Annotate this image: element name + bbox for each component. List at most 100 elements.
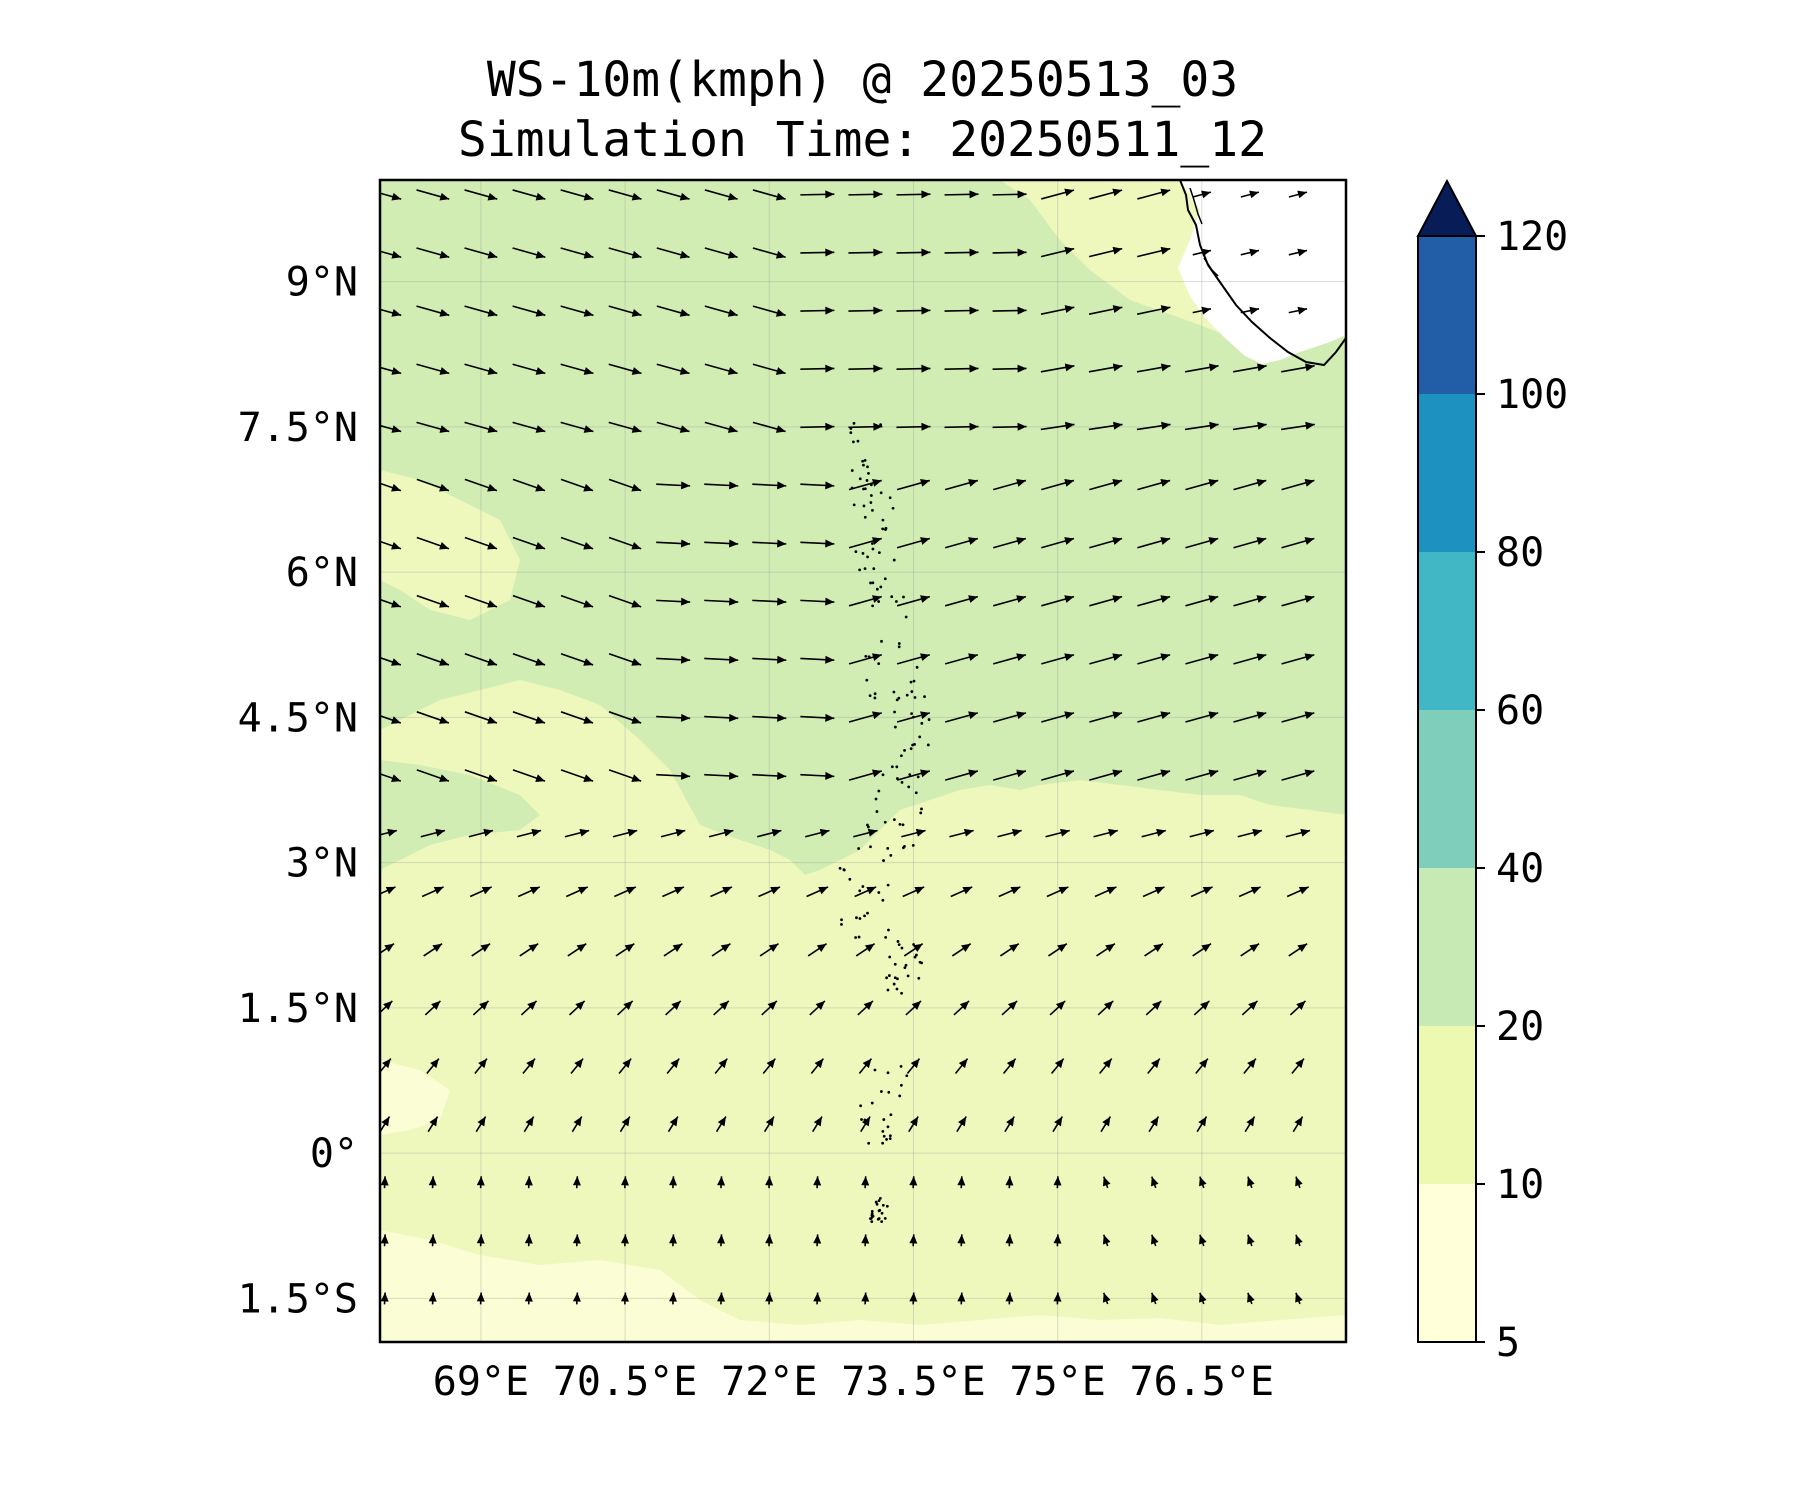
wind-arrow xyxy=(800,539,835,548)
atoll-dot xyxy=(852,503,856,507)
wind-arrow xyxy=(524,1176,533,1189)
wind-arrow xyxy=(663,943,683,957)
wind-arrow xyxy=(704,539,739,548)
atoll-dot xyxy=(888,1137,892,1141)
wind-arrow xyxy=(1052,1116,1063,1133)
wind-arrow xyxy=(896,364,931,373)
wind-arrow xyxy=(656,305,690,317)
wind-arrow xyxy=(1005,1234,1014,1247)
wind-arrow xyxy=(1053,1176,1062,1189)
wind-arrow xyxy=(1281,363,1315,373)
atoll-dot xyxy=(869,501,873,504)
wind-arrow xyxy=(380,1234,389,1247)
wind-arrow xyxy=(704,713,739,722)
wind-arrow xyxy=(1100,1116,1112,1133)
wind-vectors xyxy=(380,188,1315,1305)
wind-arrow xyxy=(848,422,883,431)
wind-arrow xyxy=(1190,886,1213,898)
atoll-dot xyxy=(881,1203,885,1207)
wind-arrow xyxy=(1233,537,1267,549)
wind-arrow xyxy=(954,1058,969,1074)
wind-arrow xyxy=(380,598,402,608)
atoll-dot xyxy=(893,976,897,980)
atoll-dot xyxy=(913,696,917,699)
wind-arrow xyxy=(992,653,1027,665)
wind-arrow xyxy=(704,305,738,317)
wind-arrow xyxy=(762,1058,776,1074)
wind-arrow xyxy=(380,192,402,201)
wind-arrow xyxy=(848,537,882,549)
wind-arrow xyxy=(909,1292,918,1305)
wind-arrow xyxy=(1233,711,1267,723)
wind-arrow xyxy=(1096,943,1116,957)
colorbar-segment xyxy=(1418,552,1476,710)
atoll-dot xyxy=(881,1129,885,1133)
atoll-dot xyxy=(857,935,861,939)
wind-arrow xyxy=(896,479,931,491)
wind-arrow xyxy=(656,771,691,780)
atoll-dot xyxy=(920,807,923,811)
wind-arrow xyxy=(1233,769,1267,781)
atoll-dot xyxy=(850,469,854,472)
atoll-dot xyxy=(897,645,901,649)
wind-arrow xyxy=(763,1116,775,1133)
colorbar-segment xyxy=(1418,236,1476,394)
wind-arrow xyxy=(896,711,931,723)
wind-arrow xyxy=(861,1234,870,1247)
atoll-dot xyxy=(909,680,913,684)
wind-arrow xyxy=(807,943,827,957)
wind-arrow xyxy=(896,537,931,549)
wind-arrow xyxy=(416,536,450,550)
wind-arrow xyxy=(1141,828,1167,838)
wind-arrow xyxy=(1185,653,1219,665)
wind-arrow xyxy=(1233,653,1267,665)
atoll-dot xyxy=(869,494,873,497)
wind-arrow xyxy=(848,190,883,199)
atoll-dot xyxy=(840,922,843,926)
wind-arrow xyxy=(380,943,395,954)
wind-arrow xyxy=(512,247,546,259)
wind-arrow xyxy=(1001,1000,1018,1016)
wind-arrow xyxy=(608,189,642,201)
wind-arrow xyxy=(1192,248,1212,257)
wind-arrow xyxy=(1189,828,1215,838)
atoll-dot xyxy=(863,515,867,519)
wind-arrow xyxy=(1289,1000,1307,1016)
wind-arrow xyxy=(1145,1000,1162,1016)
wind-arrow xyxy=(752,421,786,433)
wind-arrow xyxy=(1137,711,1171,723)
wind-arrow xyxy=(380,714,402,724)
wind-arrow xyxy=(615,943,635,957)
wind-arrow xyxy=(1136,305,1171,316)
wind-arrow xyxy=(853,828,878,838)
atoll-dot xyxy=(866,911,869,915)
wind-arrow xyxy=(656,421,690,433)
wind-arrow xyxy=(1041,537,1075,549)
atoll-dot xyxy=(857,847,861,850)
india-coastline-detail xyxy=(1189,187,1219,277)
atoll-dot xyxy=(852,421,856,425)
wind-arrow xyxy=(1137,188,1171,200)
gridlines xyxy=(380,180,1346,1342)
speed-band-10-20-west-patch xyxy=(380,470,520,620)
wind-arrow xyxy=(848,711,882,723)
speed-band-20-40 xyxy=(380,180,1346,875)
atoll-dot xyxy=(867,472,870,475)
wind-arrow xyxy=(572,1292,581,1305)
atoll-dot xyxy=(900,946,904,950)
wind-arrow xyxy=(1247,1234,1255,1247)
atoll-dot xyxy=(866,465,869,469)
wind-arrow xyxy=(476,1176,485,1189)
atoll-dot xyxy=(852,440,855,444)
atoll-dot xyxy=(858,477,862,481)
wind-arrow xyxy=(1041,711,1075,723)
atoll-dot xyxy=(886,1125,890,1129)
wind-arrow xyxy=(416,478,450,492)
atoll-dot xyxy=(877,551,881,555)
map-title: WS-10m(kmph) @ 20250513_03 xyxy=(486,52,1239,108)
wind-arrow xyxy=(998,886,1021,898)
wind-arrow xyxy=(560,769,594,782)
atoll-dot xyxy=(882,1118,886,1121)
atoll-dot xyxy=(866,823,869,827)
wind-arrow xyxy=(524,1234,533,1247)
